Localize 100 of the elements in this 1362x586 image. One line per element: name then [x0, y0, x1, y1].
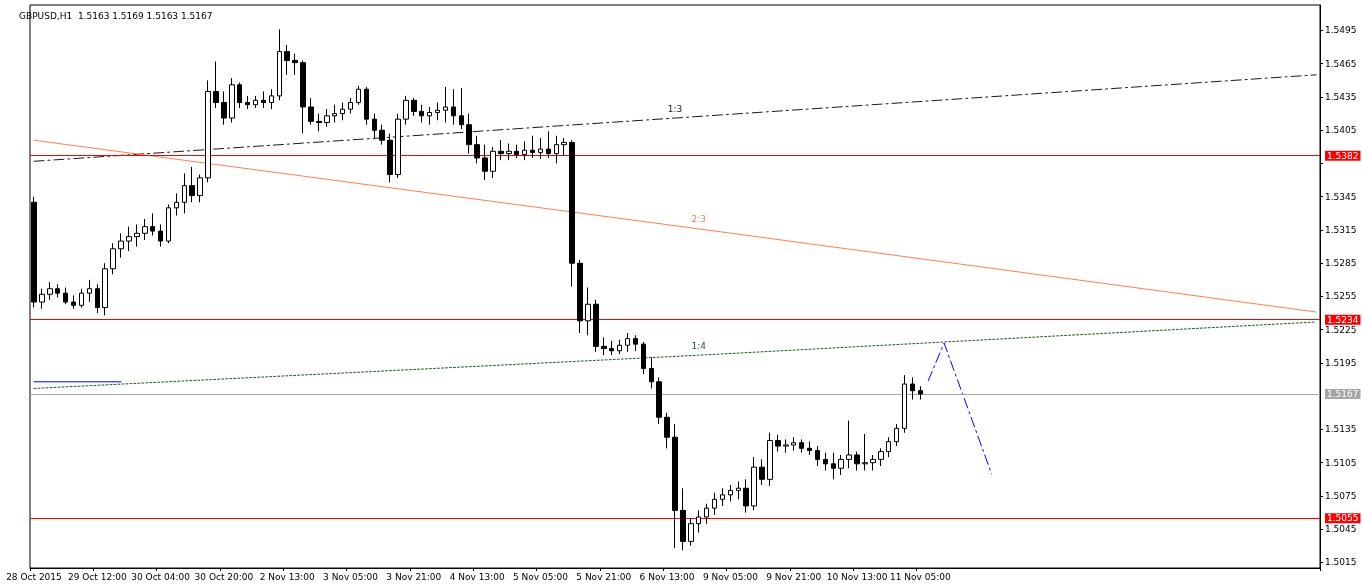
candlestick: [332, 104, 337, 123]
candlestick: [743, 478, 749, 514]
series-label: 1:4: [691, 340, 707, 351]
candlestick: [783, 438, 789, 454]
candlestick: [308, 97, 314, 126]
candlestick: [277, 28, 282, 101]
candlestick: [823, 452, 828, 471]
candlestick: [886, 436, 891, 458]
candlestick: [182, 172, 187, 214]
candlestick: [641, 341, 646, 375]
candlestick: [656, 376, 662, 425]
y-tick-label: 1.5075: [1325, 490, 1357, 501]
y-tick-label: 1.5285: [1325, 258, 1357, 269]
candlestick: [625, 332, 630, 353]
candlestick: [815, 445, 820, 467]
y-tick-label: 1.5045: [1325, 524, 1357, 535]
y-tick-label: 1.5195: [1325, 357, 1357, 368]
candlestick: [807, 441, 812, 456]
candlestick: [71, 294, 76, 310]
candlestick: [767, 432, 773, 487]
candlestick: [522, 140, 527, 161]
candlestick: [356, 85, 361, 106]
x-tick-label: 3 Nov 21:00: [386, 571, 442, 582]
candlestick: [87, 279, 92, 303]
candlestick: [237, 82, 242, 109]
candlestick: [253, 95, 258, 109]
candlestick: [530, 135, 535, 159]
candlestick: [443, 86, 448, 123]
x-tick-label: 30 Oct 04:00: [131, 571, 191, 582]
candlestick: [158, 223, 163, 248]
candlestick: [554, 135, 559, 164]
candlestick: [95, 283, 100, 314]
candlestick: [466, 113, 472, 155]
x-tick-label: 30 Oct 20:00: [194, 571, 254, 582]
candlestick: [395, 113, 401, 179]
candlestick: [63, 287, 68, 305]
candlestick: [751, 456, 757, 511]
x-tick-label: 5 Nov 05:00: [512, 571, 569, 582]
candlestick: [403, 95, 409, 126]
ref-line-label: 1.5055: [1327, 513, 1359, 524]
candlestick: [775, 434, 781, 453]
candlestick: [348, 97, 353, 115]
candlestick: [799, 438, 804, 454]
candlestick: [55, 283, 60, 299]
x-tick-label: 3 Nov 05:00: [323, 571, 379, 582]
candlestick: [110, 242, 116, 275]
candlestick: [846, 420, 852, 469]
ref-line-label: 1.5234: [1327, 314, 1359, 325]
y-tick-label: 1.5465: [1325, 58, 1357, 69]
candlestick: [736, 481, 741, 500]
candlestick: [585, 287, 591, 336]
candlestick: [474, 135, 480, 164]
candlestick: [910, 376, 915, 401]
candlestick: [324, 108, 330, 128]
candlestick: [894, 423, 899, 447]
y-tick-label: 1.5405: [1325, 125, 1357, 136]
x-tick-label: 11 Nov 05:00: [889, 571, 951, 582]
candlestick: [649, 356, 654, 389]
candlestick: [514, 144, 519, 159]
candlestick: [680, 487, 686, 551]
candlestick: [427, 106, 432, 126]
candlestick: [704, 503, 709, 525]
ref-line-label: 1.5382: [1327, 150, 1359, 161]
candlestick: [577, 259, 583, 334]
candlestick: [451, 88, 456, 126]
candlestick: [498, 139, 504, 161]
candlestick: [134, 223, 140, 248]
candlestick: [720, 487, 725, 507]
candlestick: [118, 232, 124, 259]
candlestick: [229, 77, 235, 123]
candlestick: [47, 281, 53, 301]
candlestick: [902, 374, 907, 434]
y-tick-label: 1.5015: [1325, 557, 1357, 568]
candlestick: [601, 336, 607, 356]
candlestick: [870, 454, 876, 471]
candlestick: [918, 385, 923, 401]
x-tick-label: 5 Nov 21:00: [576, 571, 632, 582]
x-tick-label: 6 Nov 13:00: [639, 571, 695, 582]
candlestick: [838, 454, 844, 476]
candlestick: [150, 212, 155, 237]
y-tick-label: 1.5435: [1325, 91, 1357, 102]
x-tick-label: 2 Nov 13:00: [259, 571, 315, 582]
y-tick-label: 1.5255: [1325, 291, 1357, 302]
candlestick: [166, 203, 171, 244]
candlestick: [174, 192, 179, 217]
candlestick: [102, 262, 108, 316]
candlestick: [854, 451, 860, 471]
candlestick: [878, 447, 884, 467]
y-tick-label: 1.5105: [1325, 457, 1357, 468]
candlestick: [688, 517, 694, 547]
candlestick: [213, 61, 219, 109]
candlestick: [617, 339, 622, 355]
candlestick: [142, 218, 148, 241]
y-tick-label: 1.5315: [1325, 224, 1357, 235]
candlestick: [712, 492, 717, 516]
candlestick: [664, 412, 670, 449]
y-tick-label: 1.5345: [1325, 191, 1357, 202]
candlestick: [538, 137, 543, 160]
candlestick: [419, 104, 424, 123]
y-tick-label: 1.5225: [1325, 324, 1357, 335]
